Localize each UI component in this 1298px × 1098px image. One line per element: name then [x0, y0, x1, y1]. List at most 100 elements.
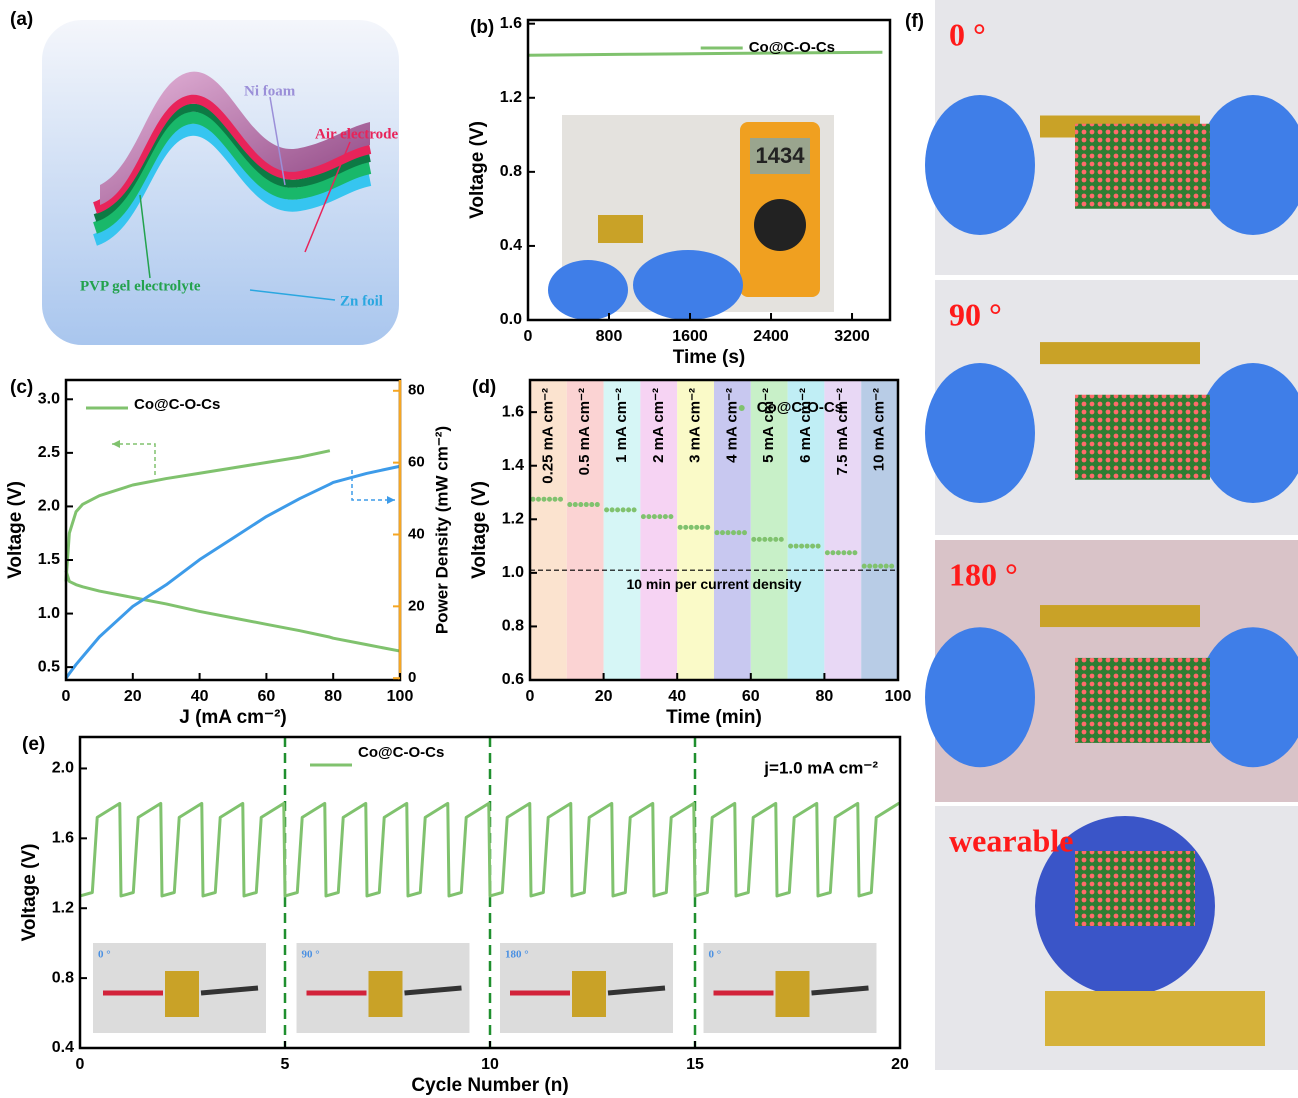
x-tick-label: 80	[324, 688, 342, 705]
y-tick-label: 1.6	[502, 403, 524, 420]
band-label: 0.5 mA cm⁻²	[576, 388, 593, 475]
panel-label: (a)	[10, 9, 33, 30]
band-label: 10 mA cm⁻²	[871, 388, 888, 471]
y-tick-label: 2.0	[38, 498, 60, 515]
y-axis-label: Voltage (V)	[469, 481, 490, 579]
band-label: 1 mA cm⁻²	[613, 388, 630, 463]
y2-tick-label: 40	[408, 525, 425, 542]
legend-symbol	[739, 405, 745, 411]
led-board	[1075, 124, 1210, 209]
x-tick-label: 2400	[753, 328, 789, 345]
y-axis-label: Voltage (V)	[5, 481, 26, 579]
display-reading: 1434	[756, 143, 806, 168]
line-series	[80, 803, 900, 896]
photo-label: 90 °	[949, 296, 1002, 332]
y-tick-label: 1.6	[500, 15, 522, 32]
y-tick-label: 1.5	[38, 551, 60, 568]
inset-label: 0 °	[98, 949, 111, 961]
x-tick-label: 60	[258, 688, 276, 705]
line-series	[66, 571, 400, 651]
x-axis-label: Time (s)	[673, 347, 746, 368]
glove	[925, 95, 1035, 235]
glove	[925, 627, 1035, 767]
dial	[754, 199, 806, 251]
band-label: 3 mA cm⁻²	[687, 388, 704, 463]
band-label: 4 mA cm⁻²	[723, 388, 740, 463]
band-label: 0.25 mA cm⁻²	[539, 388, 556, 484]
inset-label: 0 °	[709, 949, 722, 961]
led-board	[1075, 851, 1195, 926]
glove	[548, 260, 628, 320]
y2-tick-label: 0	[408, 669, 416, 686]
y-tick-label: 1.0	[38, 605, 60, 622]
panel-label: (d)	[472, 377, 496, 398]
band-label: 2 mA cm⁻²	[650, 388, 667, 463]
figure: Ni foam Air electrode PVP gel electrolyt…	[0, 0, 1298, 1098]
diagram-panel: Ni foam Air electrode PVP gel electrolyt…	[10, 9, 399, 345]
y-tick-label: 1.2	[52, 899, 74, 916]
y-axis-label: Voltage (V)	[19, 844, 40, 942]
x-tick-label: 80	[816, 688, 834, 705]
x-tick-label: 0	[526, 688, 535, 705]
x-axis-label: Time (min)	[666, 707, 762, 728]
x-tick-label: 0	[524, 328, 533, 345]
led-board	[1075, 658, 1210, 743]
reference-label: 10 min per current density	[626, 576, 801, 592]
y2-tick-label: 20	[408, 597, 425, 614]
plot-frame	[66, 380, 400, 680]
panel-label: (f)	[905, 11, 924, 32]
y-tick-label: 0.8	[500, 163, 522, 180]
legend-label: Co@C-O-Cs	[134, 396, 220, 413]
inset-label: 90 °	[302, 949, 320, 961]
inset-label: 180 °	[505, 949, 529, 961]
y-tick-label: 2.0	[52, 760, 74, 777]
x-tick-label: 3200	[834, 328, 870, 345]
x-tick-label: 15	[686, 1056, 704, 1073]
band	[1045, 991, 1265, 1046]
y-tick-label: 2.5	[38, 444, 60, 461]
y-tick-label: 0.6	[502, 671, 524, 688]
photo-label: 180 °	[949, 556, 1018, 592]
y2-tick-label: 80	[408, 382, 425, 399]
y-tick-label: 0.8	[52, 969, 74, 986]
arrowhead	[112, 440, 120, 448]
diagram-label: PVP gel electrolyte	[80, 278, 201, 294]
x-tick-label: 0	[76, 1056, 85, 1073]
tape	[1040, 605, 1200, 627]
led-board	[1075, 395, 1210, 480]
legend-label: Co@C-O-Cs	[358, 744, 444, 761]
y-tick-label: 1.2	[500, 89, 522, 106]
legend-label: Co@C-O-Cs	[757, 399, 843, 416]
x-axis-label: Cycle Number (n)	[411, 1075, 568, 1096]
x-tick-label: 100	[885, 688, 912, 705]
photo-label: wearable	[949, 822, 1073, 858]
panel-label: (b)	[470, 17, 494, 38]
device	[369, 971, 403, 1017]
x-tick-label: 20	[595, 688, 613, 705]
diagram-label: Ni foam	[244, 83, 296, 99]
x-tick-label: 20	[891, 1056, 909, 1073]
tape	[1040, 342, 1200, 364]
y-tick-label: 0.4	[52, 1039, 74, 1056]
y-tick-label: 0.0	[500, 311, 522, 328]
y-tick-label: 1.4	[502, 457, 524, 474]
panel-label: (e)	[22, 734, 45, 755]
line-series	[66, 466, 400, 678]
y-tick-label: 0.5	[38, 658, 60, 675]
device	[165, 971, 199, 1017]
device	[598, 215, 643, 243]
legend-label: Co@C-O-Cs	[749, 39, 835, 56]
x-tick-label: 40	[668, 688, 686, 705]
x-tick-label: 800	[596, 328, 623, 345]
y-axis-label: Voltage (V)	[467, 121, 488, 219]
y-tick-label: 1.0	[502, 564, 524, 581]
x-axis-label: J (mA cm⁻²)	[179, 707, 287, 728]
device	[572, 971, 606, 1017]
y-tick-label: 0.8	[502, 618, 524, 635]
x-tick-label: 1600	[672, 328, 708, 345]
glove	[925, 363, 1035, 503]
x-tick-label: 100	[387, 688, 414, 705]
y-tick-label: 1.6	[52, 830, 74, 847]
x-tick-label: 5	[281, 1056, 290, 1073]
annotation: j=1.0 mA cm⁻²	[763, 758, 878, 777]
